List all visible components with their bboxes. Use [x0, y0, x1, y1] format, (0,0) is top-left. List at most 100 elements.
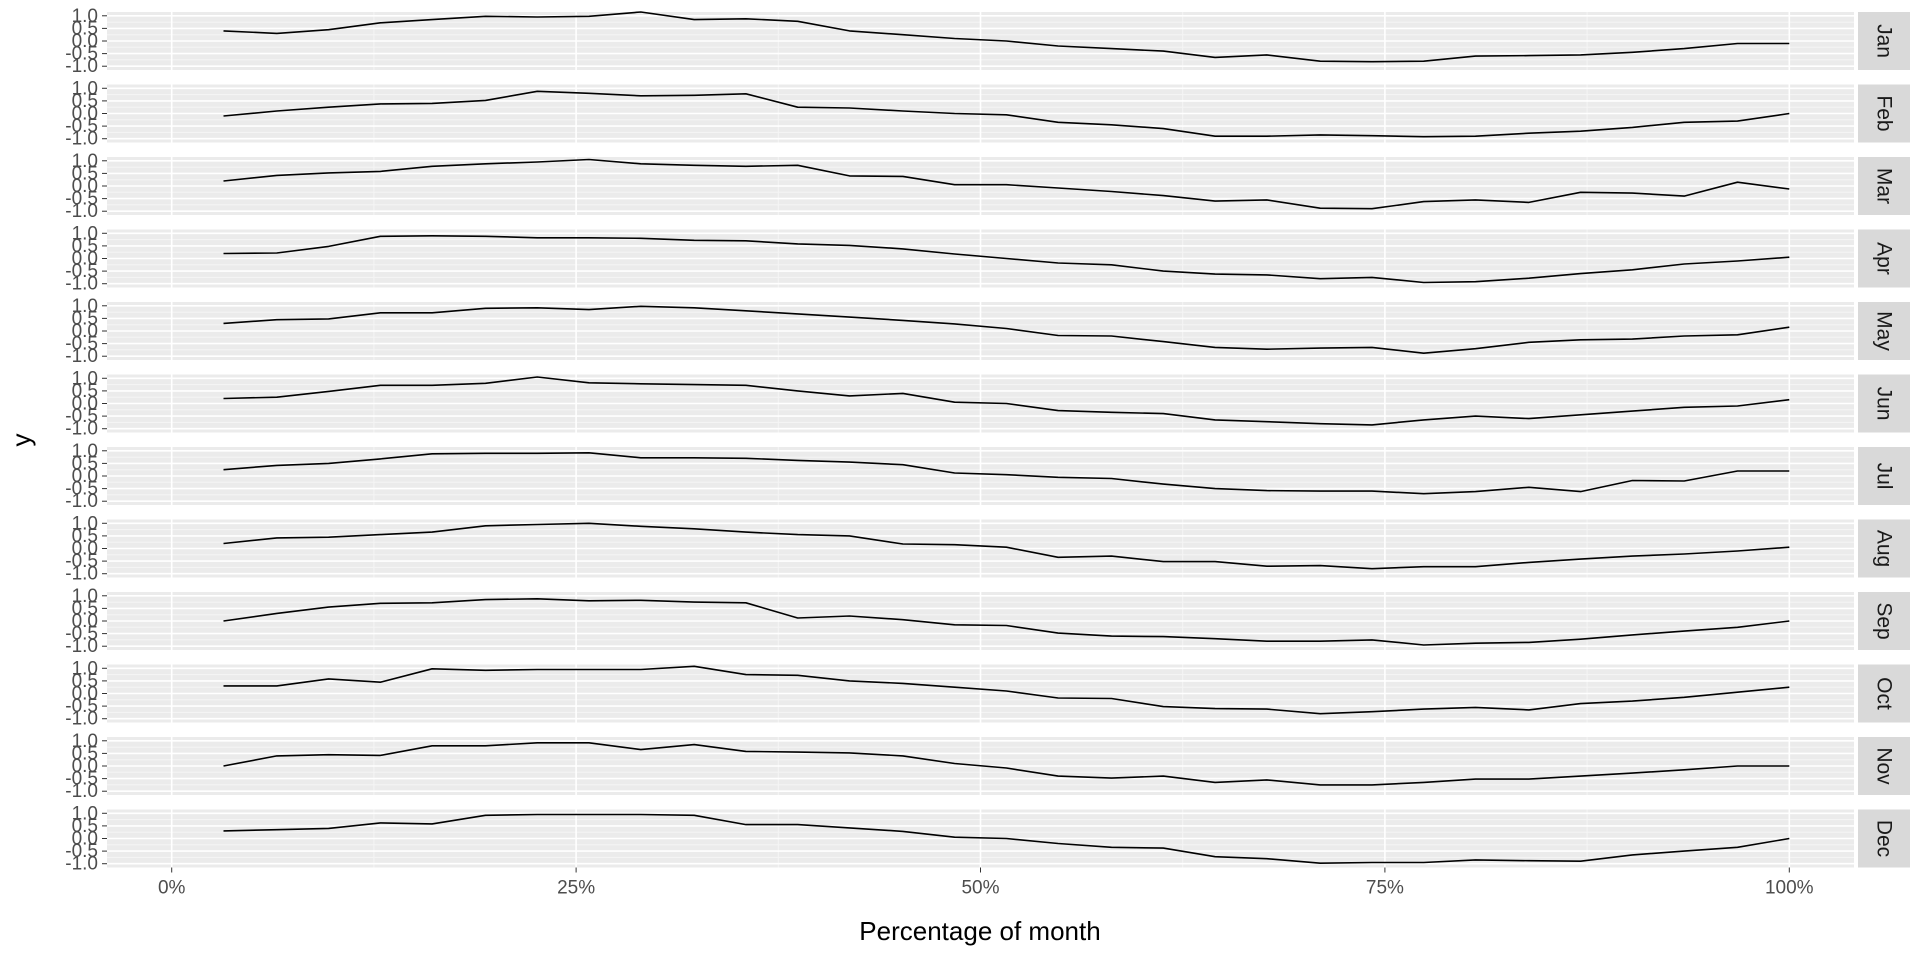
facet-panel-jan: -1.0-0.50.00.51.0 Jan — [65, 6, 1910, 77]
facet-strip-label: Apr — [1873, 242, 1896, 275]
y-tick-label: -0.5 — [65, 551, 98, 572]
series-line-aug — [223, 522, 1790, 570]
facet-strip — [1858, 447, 1910, 505]
y-tick-label: 1.0 — [72, 151, 98, 172]
y-tick-label: 0.5 — [72, 526, 98, 547]
facet-strip-label: Oct — [1873, 677, 1896, 710]
y-tick-label: -1.0 — [65, 274, 98, 295]
facet-strip-label: Jul — [1873, 463, 1896, 490]
facet-strip-label: May — [1873, 311, 1896, 351]
facet-strip-label: Nov — [1873, 747, 1896, 785]
facet-panel-dec: -1.0-0.50.00.51.0 Dec — [65, 803, 1910, 875]
panels-layer: -1.0-0.50.00.51.0Jan-1.0-0.50.00.51.0Feb… — [65, 6, 1910, 875]
y-tick-label: -1.0 — [65, 201, 98, 222]
y-tick-label: -0.5 — [65, 406, 98, 427]
facet-strip-label: Mar — [1873, 168, 1896, 204]
y-tick-label: 0.0 — [72, 756, 98, 777]
y-tick-label: 0.0 — [72, 829, 98, 850]
facet-panel-aug: -1.0-0.50.00.51.0 Aug — [65, 513, 1910, 585]
facet-strip — [1858, 737, 1910, 795]
y-tick-label: 1.0 — [72, 223, 98, 244]
facet-strip — [1858, 519, 1910, 578]
facet-panel-nov: -1.0-0.50.00.51.0 Nov — [65, 731, 1910, 802]
y-tick-label: 0.0 — [72, 249, 98, 270]
y-tick-label: 1.0 — [72, 78, 98, 99]
y-tick-label: 0.0 — [72, 611, 98, 632]
y-tick-label: 1.0 — [72, 803, 98, 824]
facet-strip — [1858, 157, 1910, 215]
facet-strip — [1858, 592, 1910, 650]
facet-strip-label: Feb — [1873, 95, 1896, 131]
y-tick-label: 0.0 — [72, 539, 98, 560]
y-tick-label: -1.0 — [65, 56, 98, 77]
series-line-mar — [223, 158, 1790, 210]
series-line-jun — [223, 376, 1790, 426]
y-tick-label: -1.0 — [65, 564, 98, 585]
y-tick-label: 0.0 — [72, 31, 98, 52]
y-axis-title: y — [6, 434, 36, 447]
facet-strip — [1858, 12, 1910, 70]
y-tick-label: 0.5 — [72, 671, 98, 692]
y-tick-label: 0.5 — [72, 236, 98, 257]
y-tick-label: 1.0 — [72, 6, 98, 27]
y-tick-label: -0.5 — [65, 261, 98, 282]
y-tick-label: -0.5 — [65, 44, 98, 65]
y-tick-label: -0.5 — [65, 624, 98, 645]
facet-strip — [1858, 664, 1910, 723]
y-tick-label: -0.5 — [65, 841, 98, 862]
y-tick-label: 0.0 — [72, 684, 98, 705]
y-tick-label: -0.5 — [65, 479, 98, 500]
y-tick-label: -0.5 — [65, 189, 98, 210]
y-tick-label: -0.5 — [65, 334, 98, 355]
y-tick-label: -0.5 — [65, 116, 98, 137]
y-tick-label: 1.0 — [72, 368, 98, 389]
series-line-nov — [223, 741, 1790, 786]
y-tick-label: -1.0 — [65, 781, 98, 802]
series-line-jan — [223, 11, 1790, 63]
y-tick-label: 0.5 — [72, 91, 98, 112]
x-tick-label: 50% — [961, 878, 999, 899]
y-tick-label: 1.0 — [72, 441, 98, 462]
y-tick-label: 0.0 — [72, 104, 98, 125]
y-tick-label: -0.5 — [65, 696, 98, 717]
y-tick-label: -1.0 — [65, 129, 98, 150]
series-line-sep — [223, 597, 1790, 646]
y-tick-label: -1.0 — [65, 854, 98, 875]
y-tick-label: 0.5 — [72, 381, 98, 402]
x-tick-label: 0% — [158, 878, 186, 899]
y-tick-label: 0.5 — [72, 743, 98, 764]
facet-panel-oct: -1.0-0.50.00.51.0 Oct — [65, 658, 1910, 730]
y-tick-label: 0.0 — [72, 176, 98, 197]
y-tick-label: -1.0 — [65, 419, 98, 440]
facet-panel-apr: -1.0-0.50.00.51.0 Apr — [65, 223, 1910, 295]
y-tick-label: 1.0 — [72, 513, 98, 534]
facet-strip — [1858, 809, 1910, 868]
x-tick-label: 25% — [557, 878, 595, 899]
facet-strip — [1858, 84, 1910, 143]
facet-strip — [1858, 374, 1910, 433]
series-line-oct — [223, 665, 1790, 715]
facet-strip-label: Jan — [1873, 24, 1896, 58]
facet-strip-label: Jun — [1873, 387, 1896, 421]
y-tick-label: -0.5 — [65, 769, 98, 790]
facet-strip-label: Aug — [1873, 530, 1896, 567]
y-tick-label: 0.5 — [72, 453, 98, 474]
y-tick-label: 0.0 — [72, 394, 98, 415]
y-tick-label: -1.0 — [65, 636, 98, 657]
facet-panel-mar: -1.0-0.50.00.51.0 Mar — [65, 151, 1910, 222]
y-tick-label: 0.5 — [72, 816, 98, 837]
facet-panel-may: -1.0-0.50.00.51.0 May — [65, 296, 1910, 367]
x-axis-title: Percentage of month — [859, 916, 1100, 946]
y-tick-label: 0.5 — [72, 308, 98, 329]
x-tick-label: 75% — [1366, 878, 1404, 899]
y-tick-label: -1.0 — [65, 491, 98, 512]
facet-strip-label: Sep — [1873, 602, 1896, 639]
facet-strip — [1858, 229, 1910, 288]
y-tick-label: 1.0 — [72, 658, 98, 679]
facet-strip-label: Dec — [1873, 820, 1896, 857]
series-line-may — [223, 305, 1790, 355]
y-tick-label: 0.5 — [72, 18, 98, 39]
series-line-feb — [223, 90, 1790, 138]
